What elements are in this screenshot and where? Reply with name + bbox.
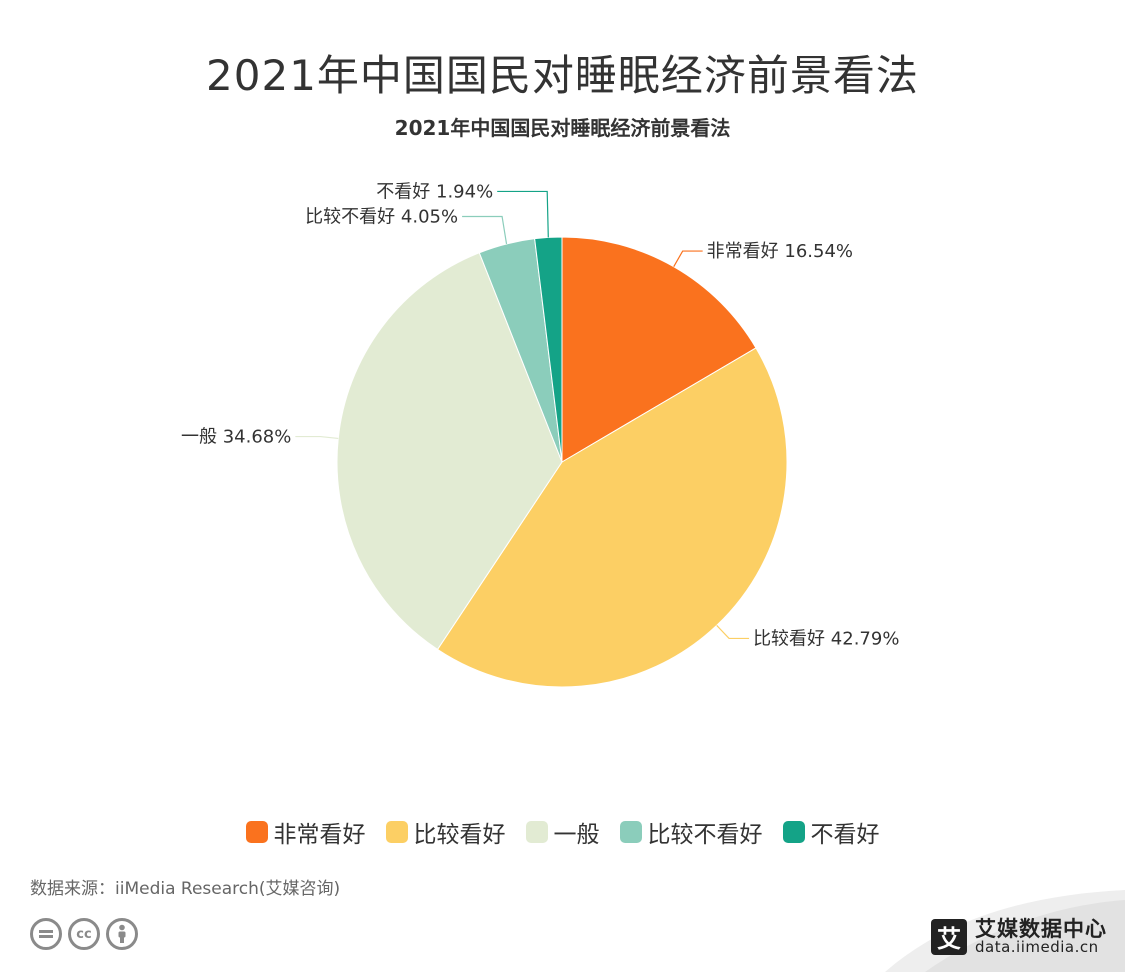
legend-label: 比较不看好 <box>647 822 763 848</box>
legend-swatch <box>385 821 408 843</box>
label-leader-line-3 <box>462 215 508 245</box>
equals-icon <box>30 918 62 950</box>
legend-label: 不看好 <box>810 822 880 848</box>
data-label-0: 非常看好 16.54% <box>707 241 853 262</box>
label-leader-line-1 <box>716 624 750 640</box>
brand-logo: 艾 艾媒数据中心 data.iimedia.cn <box>931 918 1107 956</box>
legend-item-optimistic[interactable]: 比较看好 <box>385 815 506 849</box>
chart-subtitle: 2021年中国国民对睡眠经济前景看法 <box>394 116 731 140</box>
brand-mark-icon: 艾 <box>931 918 967 955</box>
brand-url: data.iimedia.cn <box>975 938 1099 957</box>
legend-label: 非常看好 <box>273 822 366 848</box>
legend-item-very-optimistic[interactable]: 非常看好 <box>245 815 366 849</box>
pie-slices <box>336 236 788 688</box>
legend-swatch <box>245 821 268 843</box>
legend-label: 比较看好 <box>413 822 506 848</box>
data-label-2: 一般 34.68% <box>181 427 291 448</box>
cc-icon: cc <box>68 918 100 950</box>
label-leader-line-4 <box>497 190 549 238</box>
label-leader-line-2 <box>295 435 339 440</box>
data-label-4: 不看好 1.94% <box>376 181 493 202</box>
chart-title: 2021年中国国民对睡眠经济前景看法 <box>206 51 919 100</box>
legend-item-neutral[interactable]: 一般 <box>525 815 600 849</box>
pie-slice-0[interactable] <box>561 236 757 463</box>
legend-label: 一般 <box>553 822 600 848</box>
data-label-3: 比较不看好 4.05% <box>305 207 458 228</box>
pie-slice-1[interactable] <box>436 347 788 688</box>
data-label-1: 比较看好 42.79% <box>753 628 899 649</box>
legend-swatch <box>619 821 642 843</box>
label-leader-line-0 <box>673 250 703 267</box>
legend-swatch <box>782 821 805 843</box>
data-source: 数据来源：iiMedia Research(艾媒咨询) <box>30 879 341 899</box>
pie-chart: 非常看好 16.54% 比较看好 42.79% 一般 34.68% 比较不看好 4.0… <box>181 181 899 688</box>
pie-labels: 非常看好 16.54% 比较看好 42.79% 一般 34.68% 比较不看好 4.0… <box>181 181 899 649</box>
license-icons: cc <box>30 918 138 950</box>
pie-slice-4[interactable] <box>534 236 563 463</box>
legend-swatch <box>525 821 548 843</box>
legend: 非常看好 比较看好 一般 比较不看好 不看好 <box>0 815 1125 849</box>
brand-name: 艾媒数据中心 <box>975 917 1107 941</box>
person-icon <box>106 918 138 950</box>
legend-item-very-pessimistic[interactable]: 不看好 <box>782 815 880 849</box>
legend-item-pessimistic[interactable]: 比较不看好 <box>619 815 763 849</box>
